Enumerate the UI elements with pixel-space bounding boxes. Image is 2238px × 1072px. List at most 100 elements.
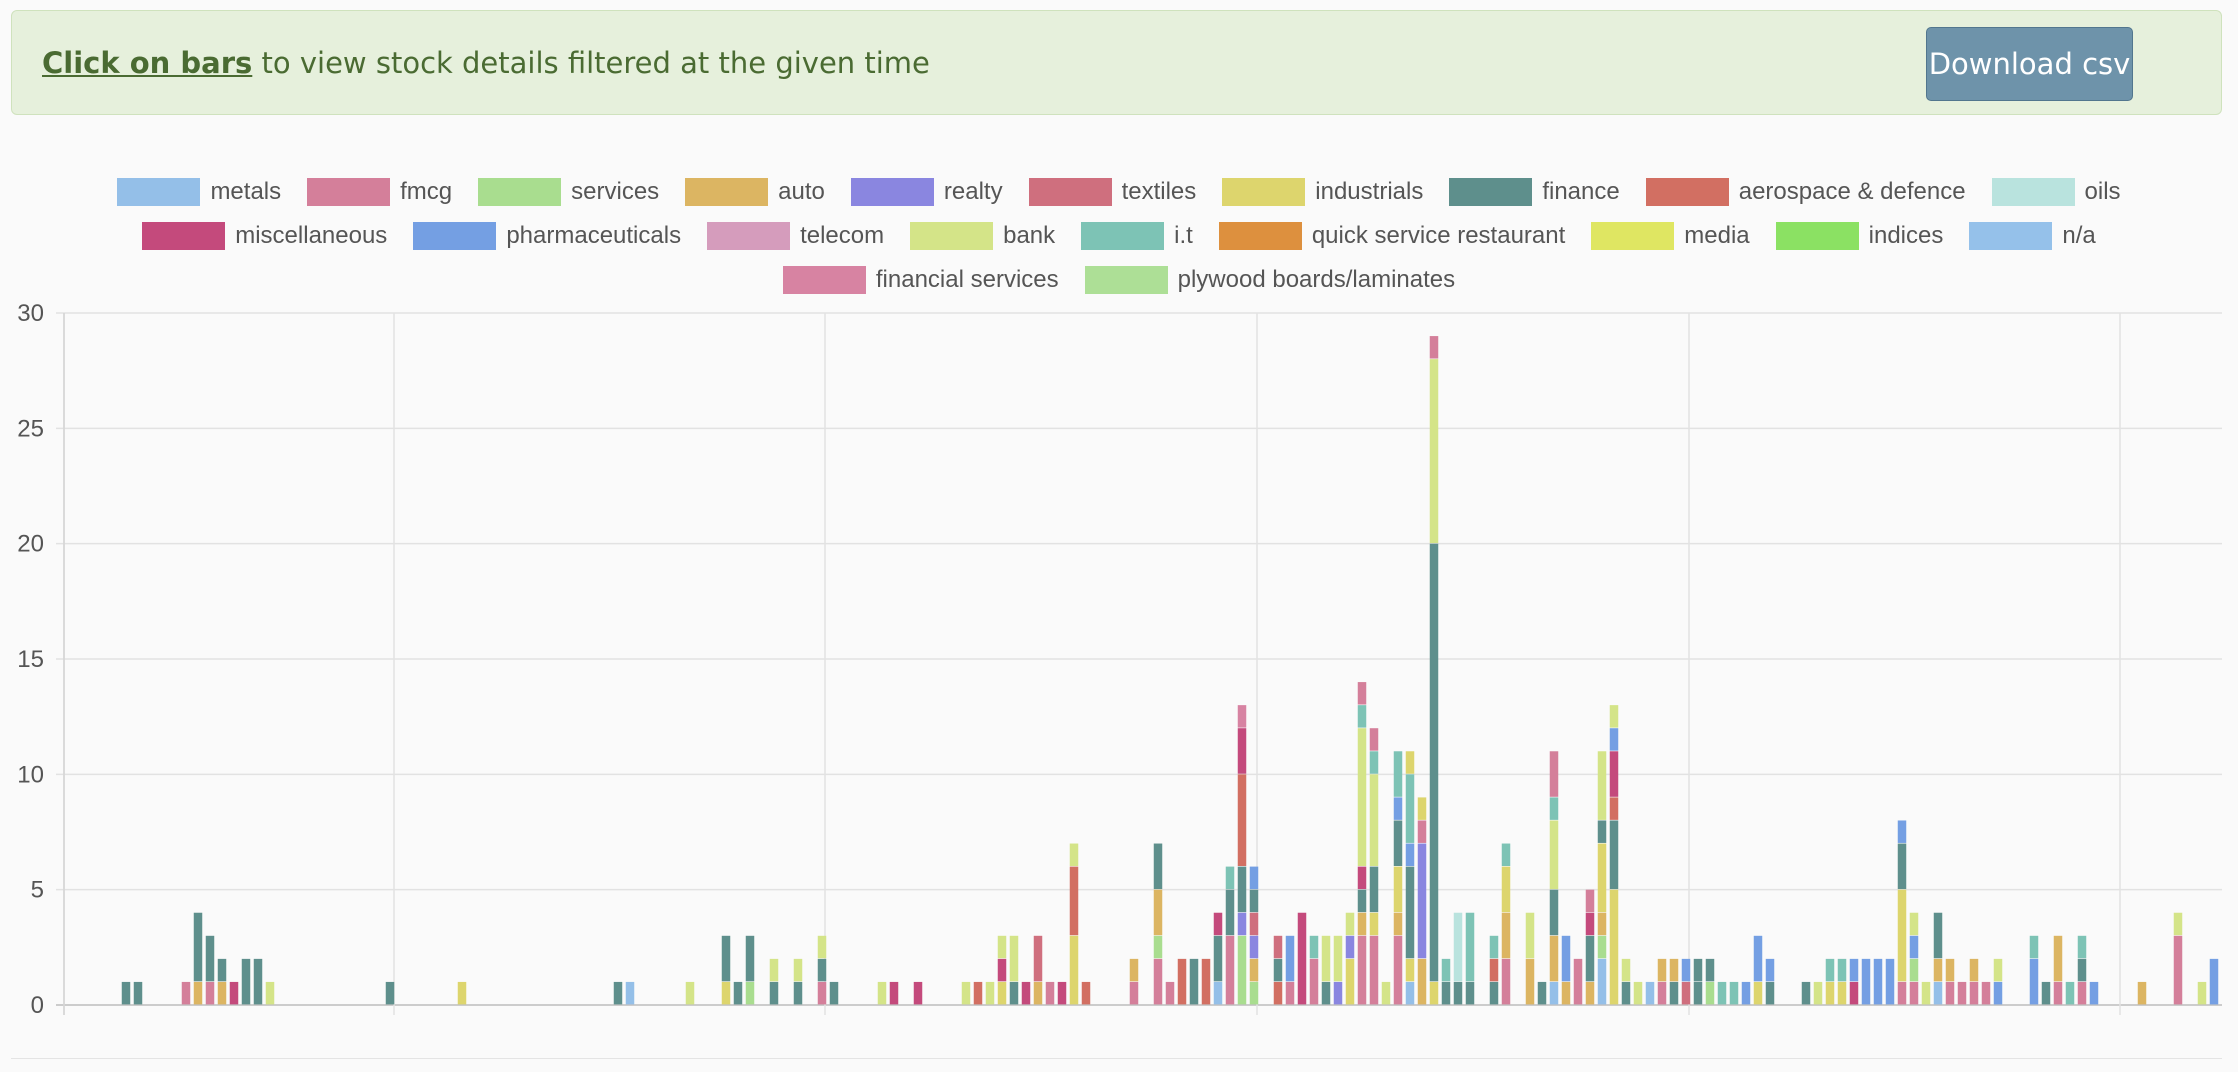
- bar-segment[interactable]: [1249, 866, 1259, 890]
- legend-item[interactable]: quick service restaurant: [1218, 222, 1565, 250]
- bar-segment[interactable]: [1345, 958, 1355, 1005]
- bar-segment[interactable]: [1993, 958, 2003, 982]
- bar-segment[interactable]: [1153, 843, 1163, 890]
- bar-segment[interactable]: [1969, 958, 1979, 982]
- bar-segment[interactable]: [2077, 958, 2087, 982]
- bar-segment[interactable]: [1201, 958, 1211, 1005]
- bar-segment[interactable]: [1357, 912, 1367, 936]
- bar-segment[interactable]: [2041, 981, 2051, 1005]
- bar-segment[interactable]: [1549, 797, 1559, 820]
- bar-segment[interactable]: [2029, 958, 2039, 1005]
- bar-segment[interactable]: [1069, 843, 1079, 866]
- bar-segment[interactable]: [1357, 935, 1367, 1005]
- bar-segment[interactable]: [733, 981, 743, 1005]
- bar-segment[interactable]: [1909, 935, 1919, 959]
- bar-segment[interactable]: [1585, 912, 1595, 936]
- bar-segment[interactable]: [385, 981, 395, 1005]
- bar-segment[interactable]: [1501, 912, 1511, 959]
- bar-segment[interactable]: [1849, 958, 1859, 982]
- bar-segment[interactable]: [1345, 935, 1355, 959]
- bar-segment[interactable]: [625, 981, 635, 1005]
- bar-segment[interactable]: [1621, 958, 1631, 982]
- bar-segment[interactable]: [1633, 981, 1643, 1005]
- bar-segment[interactable]: [985, 981, 995, 1005]
- bar-segment[interactable]: [181, 981, 191, 1005]
- bar-segment[interactable]: [205, 935, 215, 982]
- bar-segment[interactable]: [1189, 958, 1199, 1005]
- bar-segment[interactable]: [1765, 981, 1775, 1005]
- bar-segment[interactable]: [1501, 843, 1511, 866]
- bar-segment[interactable]: [1249, 912, 1259, 936]
- bar-segment[interactable]: [1429, 543, 1439, 982]
- bar-segment[interactable]: [1693, 981, 1703, 1005]
- bar-segment[interactable]: [217, 981, 227, 1005]
- bar-segment[interactable]: [1609, 705, 1619, 728]
- bar-segment[interactable]: [1597, 843, 1607, 913]
- bar-segment[interactable]: [1153, 958, 1163, 1005]
- bar-segment[interactable]: [1045, 981, 1055, 1005]
- bar-segment[interactable]: [1525, 958, 1535, 1005]
- bar-segment[interactable]: [1405, 958, 1415, 982]
- bar-segment[interactable]: [973, 981, 983, 1005]
- legend-item[interactable]: telecom: [707, 222, 884, 250]
- bar-segment[interactable]: [1249, 889, 1259, 913]
- bar-segment[interactable]: [1369, 935, 1379, 1005]
- bar-segment[interactable]: [241, 958, 251, 1005]
- bar-segment[interactable]: [1669, 981, 1679, 1005]
- bar-segment[interactable]: [133, 981, 143, 1005]
- legend-item[interactable]: financial services: [782, 266, 1059, 294]
- bar-segment[interactable]: [1357, 866, 1367, 890]
- bar-segment[interactable]: [1921, 981, 1931, 1005]
- bar-segment[interactable]: [1897, 981, 1907, 1005]
- bar-segment[interactable]: [817, 935, 827, 959]
- legend-item[interactable]: i.t: [1081, 222, 1193, 250]
- bar-segment[interactable]: [1837, 958, 1847, 982]
- bar-segment[interactable]: [1609, 820, 1619, 890]
- bar-segment[interactable]: [1909, 958, 1919, 982]
- bar-segment[interactable]: [1585, 981, 1595, 1005]
- bar-segment[interactable]: [829, 981, 839, 1005]
- bar-segment[interactable]: [2173, 912, 2183, 936]
- bar-segment[interactable]: [1933, 958, 1943, 982]
- bar-segment[interactable]: [1981, 981, 1991, 1005]
- bar-segment[interactable]: [1369, 866, 1379, 913]
- bar-segment[interactable]: [1549, 935, 1559, 982]
- legend-item[interactable]: services: [478, 178, 659, 206]
- bar-segment[interactable]: [1597, 751, 1607, 820]
- bar-segment[interactable]: [1465, 981, 1475, 1005]
- bar-segment[interactable]: [1429, 336, 1439, 359]
- bar-segment[interactable]: [1993, 981, 2003, 1005]
- bar-segment[interactable]: [1213, 912, 1223, 936]
- bar-segment[interactable]: [1501, 866, 1511, 913]
- legend-item[interactable]: n/a: [1969, 222, 2096, 250]
- bar-segment[interactable]: [1849, 981, 1859, 1005]
- bar-segment[interactable]: [1369, 751, 1379, 774]
- bar-segment[interactable]: [1705, 958, 1715, 982]
- bar-segment[interactable]: [1237, 774, 1247, 866]
- bar-segment[interactable]: [1945, 981, 1955, 1005]
- bar-segment[interactable]: [721, 981, 731, 1005]
- bar-segment[interactable]: [1393, 912, 1403, 936]
- bar-segment[interactable]: [745, 935, 755, 982]
- bar-segment[interactable]: [1417, 797, 1427, 820]
- bar-segment[interactable]: [1081, 981, 1091, 1005]
- bar-segment[interactable]: [193, 912, 203, 982]
- bar-segment[interactable]: [1273, 958, 1283, 982]
- bar-segment[interactable]: [1177, 958, 1187, 1005]
- bar-segment[interactable]: [1309, 935, 1319, 959]
- bar-segment[interactable]: [1717, 981, 1727, 1005]
- bar-segment[interactable]: [1393, 866, 1403, 913]
- bar-segment[interactable]: [1225, 889, 1235, 936]
- bar-segment[interactable]: [1597, 935, 1607, 959]
- bar-segment[interactable]: [2053, 981, 2063, 1005]
- bar-segment[interactable]: [889, 981, 899, 1005]
- bar-segment[interactable]: [1033, 981, 1043, 1005]
- bar-segment[interactable]: [1597, 912, 1607, 936]
- bar-segment[interactable]: [1669, 958, 1679, 982]
- bar-segment[interactable]: [1213, 981, 1223, 1005]
- bar-segment[interactable]: [1069, 935, 1079, 1005]
- bar-segment[interactable]: [457, 981, 467, 1005]
- bar-segment[interactable]: [2089, 981, 2099, 1005]
- bar-segment[interactable]: [1393, 797, 1403, 820]
- bar-segment[interactable]: [1657, 981, 1667, 1005]
